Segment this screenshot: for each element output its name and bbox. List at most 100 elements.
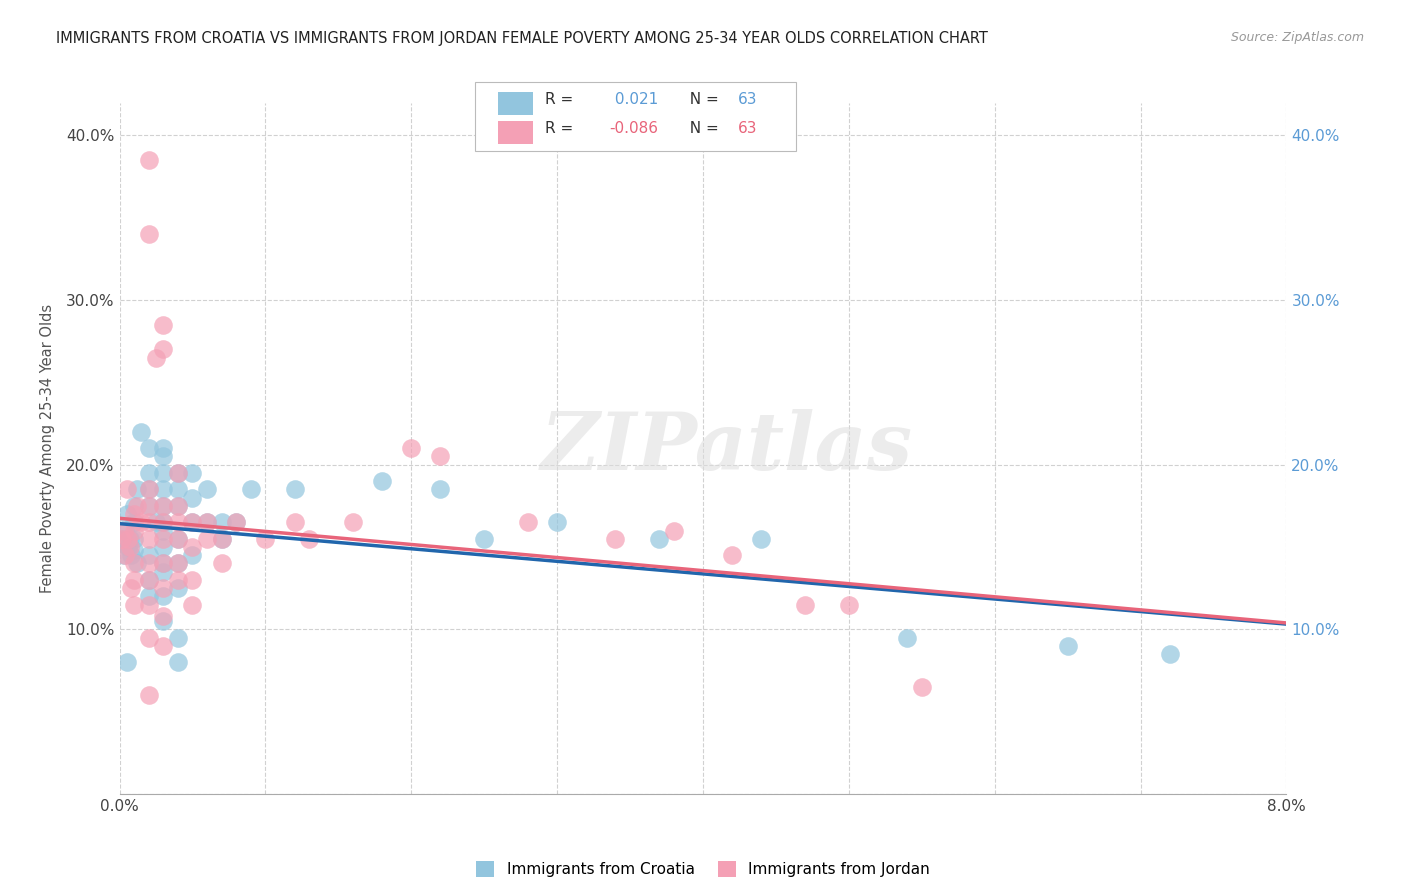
Point <box>211 516 233 530</box>
Point <box>125 483 148 497</box>
Point <box>152 499 174 513</box>
Point <box>152 516 174 530</box>
Point <box>125 499 148 513</box>
Point <box>114 524 136 538</box>
Point <box>166 557 188 571</box>
Point <box>342 516 364 530</box>
Point <box>152 609 174 624</box>
Point <box>115 507 138 521</box>
Point <box>138 227 160 242</box>
Point <box>138 516 160 530</box>
Point <box>152 483 174 497</box>
Point <box>1056 639 1078 653</box>
Point <box>120 548 142 562</box>
Point <box>181 573 204 587</box>
Point <box>896 631 918 645</box>
Point <box>195 516 218 530</box>
Point <box>138 631 160 645</box>
Text: R =: R = <box>546 92 583 107</box>
Point <box>181 466 204 480</box>
Point <box>152 343 174 357</box>
Point <box>145 516 167 530</box>
Point <box>122 499 145 513</box>
Point <box>749 532 772 546</box>
Point <box>298 532 321 546</box>
Point <box>429 483 451 497</box>
Point <box>118 540 141 554</box>
Point <box>195 516 218 530</box>
Text: 63: 63 <box>738 92 758 107</box>
Text: Source: ZipAtlas.com: Source: ZipAtlas.com <box>1230 31 1364 45</box>
Point <box>152 524 174 538</box>
Point <box>138 532 160 546</box>
Text: 0.021: 0.021 <box>610 92 658 107</box>
Point <box>517 516 540 530</box>
Point <box>138 590 160 604</box>
Point <box>138 483 160 497</box>
Point <box>120 581 142 595</box>
Point <box>138 573 160 587</box>
Point <box>122 598 145 612</box>
Point <box>125 557 148 571</box>
Point <box>138 483 160 497</box>
Point <box>138 688 160 702</box>
Point <box>118 532 141 546</box>
Text: ZIPatlas: ZIPatlas <box>540 409 912 487</box>
Point <box>472 532 495 546</box>
Point <box>115 655 138 669</box>
Point <box>152 565 174 579</box>
Point <box>283 516 307 530</box>
Point <box>721 548 744 562</box>
Point <box>211 557 233 571</box>
FancyBboxPatch shape <box>498 92 533 115</box>
Point <box>131 425 153 439</box>
Point <box>152 532 174 546</box>
Point <box>166 499 188 513</box>
Point <box>605 532 627 546</box>
Point <box>152 516 174 530</box>
Point <box>122 524 145 538</box>
Point <box>662 524 685 538</box>
Y-axis label: Female Poverty Among 25-34 Year Olds: Female Poverty Among 25-34 Year Olds <box>39 303 55 593</box>
Point <box>138 153 160 168</box>
Point <box>429 450 451 464</box>
Text: 63: 63 <box>738 120 758 136</box>
Point <box>122 507 145 521</box>
Text: IMMIGRANTS FROM CROATIA VS IMMIGRANTS FROM JORDAN FEMALE POVERTY AMONG 25-34 YEA: IMMIGRANTS FROM CROATIA VS IMMIGRANTS FR… <box>56 31 988 46</box>
Text: N =: N = <box>679 120 723 136</box>
Point <box>138 442 160 456</box>
Point <box>195 483 218 497</box>
Point <box>911 680 934 694</box>
Point <box>166 631 188 645</box>
Point <box>122 516 145 530</box>
Point <box>181 516 204 530</box>
Text: R =: R = <box>546 120 579 136</box>
Point <box>152 557 174 571</box>
Point <box>138 499 160 513</box>
Point <box>195 532 218 546</box>
Point <box>145 351 167 365</box>
Point <box>138 557 160 571</box>
Point <box>181 548 204 562</box>
Point <box>181 540 204 554</box>
Point <box>1159 647 1181 661</box>
Point <box>122 557 145 571</box>
Point <box>122 573 145 587</box>
Point <box>115 483 138 497</box>
Point <box>838 598 860 612</box>
Point <box>138 466 160 480</box>
Point <box>122 532 145 546</box>
Point <box>181 598 204 612</box>
Point <box>117 540 139 554</box>
Point <box>138 548 160 562</box>
Point <box>166 466 188 480</box>
Point <box>152 639 174 653</box>
Point <box>152 581 174 595</box>
Point <box>166 573 188 587</box>
Point <box>371 474 394 488</box>
Point <box>239 483 262 497</box>
Point <box>181 491 204 505</box>
Point <box>225 516 247 530</box>
Point <box>111 532 134 546</box>
Point <box>122 543 145 558</box>
